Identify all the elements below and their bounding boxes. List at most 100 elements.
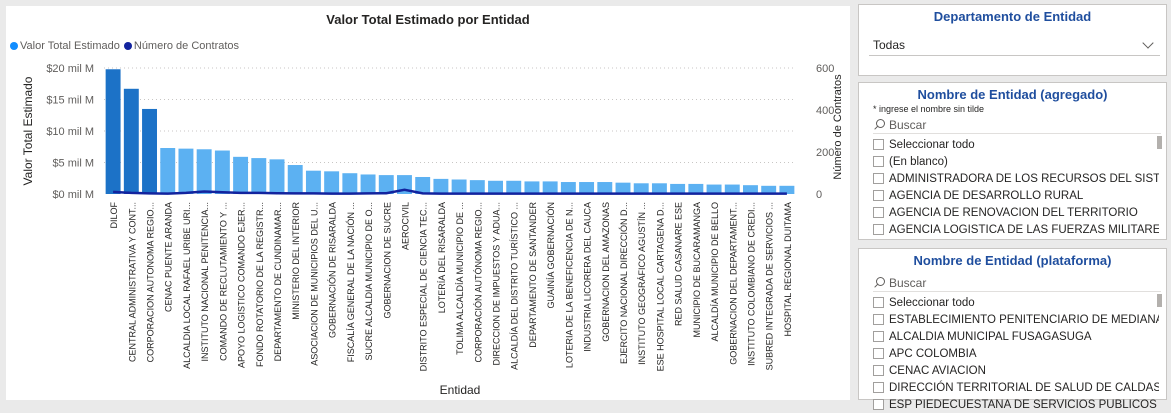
slicer-agregado-title: Nombre de Entidad (agregado) xyxy=(917,87,1108,102)
bar[interactable] xyxy=(287,165,303,194)
list-item-label: ESP PIEDECUESTANA DE SERVICIOS PUBLICOS xyxy=(889,398,1157,411)
bar[interactable] xyxy=(469,180,485,194)
checkbox[interactable] xyxy=(873,139,884,150)
x-tick-label: CORPORACION AUTONOMA REGIO... xyxy=(146,202,156,362)
bar[interactable] xyxy=(633,183,649,194)
bar[interactable] xyxy=(524,181,540,194)
checkbox[interactable] xyxy=(873,348,884,359)
bar[interactable] xyxy=(160,148,176,194)
list-item[interactable]: ALCALDIA MUNICIPAL FUSAGASUGA xyxy=(873,328,1159,345)
checkbox[interactable] xyxy=(873,297,884,308)
bar[interactable] xyxy=(233,156,249,194)
bar[interactable] xyxy=(579,182,595,194)
legend-item-valor[interactable]: Valor Total Estimado xyxy=(10,40,120,52)
list-item[interactable]: ADMINISTRADORA DE LOS RECURSOS DEL SISTE… xyxy=(873,170,1159,187)
x-tick-label: EJERCITO NACIONAL DIRECCIÓN D... xyxy=(619,202,629,364)
bar[interactable] xyxy=(706,184,722,194)
bar[interactable] xyxy=(196,149,212,194)
bar[interactable] xyxy=(324,171,340,194)
list-item[interactable]: DIRECCIÓN TERRITORIAL DE SALUD DE CALDAS xyxy=(873,379,1159,396)
chart-legend[interactable]: Valor Total Estimado Número de Contratos xyxy=(10,40,241,52)
list-item[interactable]: Seleccionar todo xyxy=(873,294,1159,311)
bar[interactable] xyxy=(779,185,795,194)
bar[interactable] xyxy=(433,178,449,194)
departamento-selected-value: Todas xyxy=(873,37,906,52)
y2-tick-label: 0 xyxy=(816,189,822,201)
series-line-contratos xyxy=(113,188,787,195)
checkbox[interactable] xyxy=(873,224,884,235)
search-input-agregado[interactable]: Buscar xyxy=(873,116,1161,134)
search-input-plataforma[interactable]: Buscar xyxy=(873,274,1161,292)
x-tick-label: ALCALDIA LOCAL RAFAEL URIBE URI... xyxy=(182,202,192,369)
x-tick-label: FONDO ROTATORIO DE LA REGISTR... xyxy=(255,202,265,367)
bar[interactable] xyxy=(488,180,503,194)
bar[interactable] xyxy=(105,69,121,194)
bar[interactable] xyxy=(451,179,467,194)
checkbox[interactable] xyxy=(873,207,884,218)
bar[interactable] xyxy=(251,158,267,194)
bar[interactable] xyxy=(560,182,576,194)
search-placeholder-plataforma: Buscar xyxy=(889,275,927,290)
list-item[interactable]: (En blanco) xyxy=(873,153,1159,170)
checkbox[interactable] xyxy=(873,173,884,184)
checkbox[interactable] xyxy=(873,156,884,167)
x-tick-label: MUNICIPIO DE BUCARAMANGA xyxy=(692,202,702,338)
x-tick-label: GOBERNACION DEL AMAZONAS xyxy=(601,202,611,342)
checkbox[interactable] xyxy=(873,314,884,325)
x-tick-label: ASOCIACION DE MUNICIPIOS DEL U... xyxy=(309,202,319,366)
bar[interactable] xyxy=(360,174,376,194)
list-item-label: CENAC AVIACION xyxy=(889,364,986,377)
list-item-label: AGENCIA DE RENOVACION DEL TERRITORIO xyxy=(889,206,1138,219)
legend-dot-contratos xyxy=(123,42,132,50)
bar[interactable] xyxy=(123,88,139,194)
x-tick-label: ALCALDÍA MUNICIPIO DE BELLO xyxy=(710,202,720,342)
bar[interactable] xyxy=(670,183,686,194)
x-tick-label: MINISTERIO DEL INTERIOR xyxy=(291,202,301,320)
chart-plot[interactable]: $0 mil M $5 mil M $10 mil M $15 mil M $20 mi… xyxy=(6,6,850,400)
list-item[interactable]: CENAC AVIACION xyxy=(873,362,1159,379)
departamento-dropdown[interactable]: Todas xyxy=(869,34,1160,56)
x-tick-label: DEPARTAMENTO DE SANTANDER xyxy=(528,201,538,347)
list-item[interactable]: ESP PIEDECUESTANA DE SERVICIOS PUBLICOS xyxy=(873,396,1159,413)
bar[interactable] xyxy=(305,170,321,194)
checkbox[interactable] xyxy=(873,190,884,201)
bar[interactable] xyxy=(269,159,285,194)
list-item[interactable]: AGENCIA LOGISTICA DE LAS FUERZAS MILITAR… xyxy=(873,221,1159,238)
slicer-nombre-plataforma: Nombre de Entidad (plataforma) Buscar Se… xyxy=(858,248,1167,411)
legend-item-contratos[interactable]: Número de Contratos xyxy=(123,40,239,52)
bar[interactable] xyxy=(743,185,758,194)
legend-label-valor: Valor Total Estimado xyxy=(20,40,120,52)
bar[interactable] xyxy=(342,173,358,194)
bar[interactable] xyxy=(378,175,394,194)
bar[interactable] xyxy=(178,148,194,194)
checkbox[interactable] xyxy=(873,399,884,410)
slicer-agregado-list[interactable]: Seleccionar todo (En blanco) ADMINISTRADOR… xyxy=(873,136,1166,238)
list-item[interactable]: AGENCIA DE DESARROLLO RURAL xyxy=(873,187,1159,204)
bar[interactable] xyxy=(542,181,558,194)
checkbox[interactable] xyxy=(873,331,884,342)
bar[interactable] xyxy=(724,184,740,194)
x-tick-label: SUBRED INTEGRADA DE SERVICIOS ... xyxy=(765,202,775,370)
x-tick-label: COMANDO DE RECLUTAMIENTO Y ... xyxy=(218,202,228,361)
scrollbar-thumb[interactable] xyxy=(1157,294,1162,307)
checkbox[interactable] xyxy=(873,365,884,376)
list-item[interactable]: AGENCIA DE RENOVACION DEL TERRITORIO xyxy=(873,204,1159,221)
bar[interactable] xyxy=(506,180,522,194)
bar[interactable] xyxy=(615,182,631,194)
bar[interactable] xyxy=(761,185,777,194)
bar[interactable] xyxy=(597,182,613,194)
list-item[interactable]: Seleccionar todo xyxy=(873,136,1159,153)
bar[interactable] xyxy=(415,176,431,194)
list-item-label: AGENCIA DE DESARROLLO RURAL xyxy=(889,189,1084,202)
scrollbar-thumb[interactable] xyxy=(1157,136,1162,149)
slicer-plataforma-list[interactable]: Seleccionar todo ESTABLECIMIENTO PENITENC… xyxy=(873,294,1166,413)
bar[interactable] xyxy=(688,183,704,194)
list-item[interactable]: ESTABLECIMIENTO PENITENCIARIO DE MEDIANA… xyxy=(873,311,1159,328)
bar[interactable] xyxy=(142,108,157,194)
y2-tick-label: 400 xyxy=(816,105,834,117)
bar[interactable] xyxy=(214,150,230,194)
bar[interactable] xyxy=(651,183,667,194)
list-item[interactable]: APC COLOMBIA xyxy=(873,345,1159,362)
checkbox[interactable] xyxy=(873,382,884,393)
x-tick-label: AEROCIVIL xyxy=(400,202,410,250)
